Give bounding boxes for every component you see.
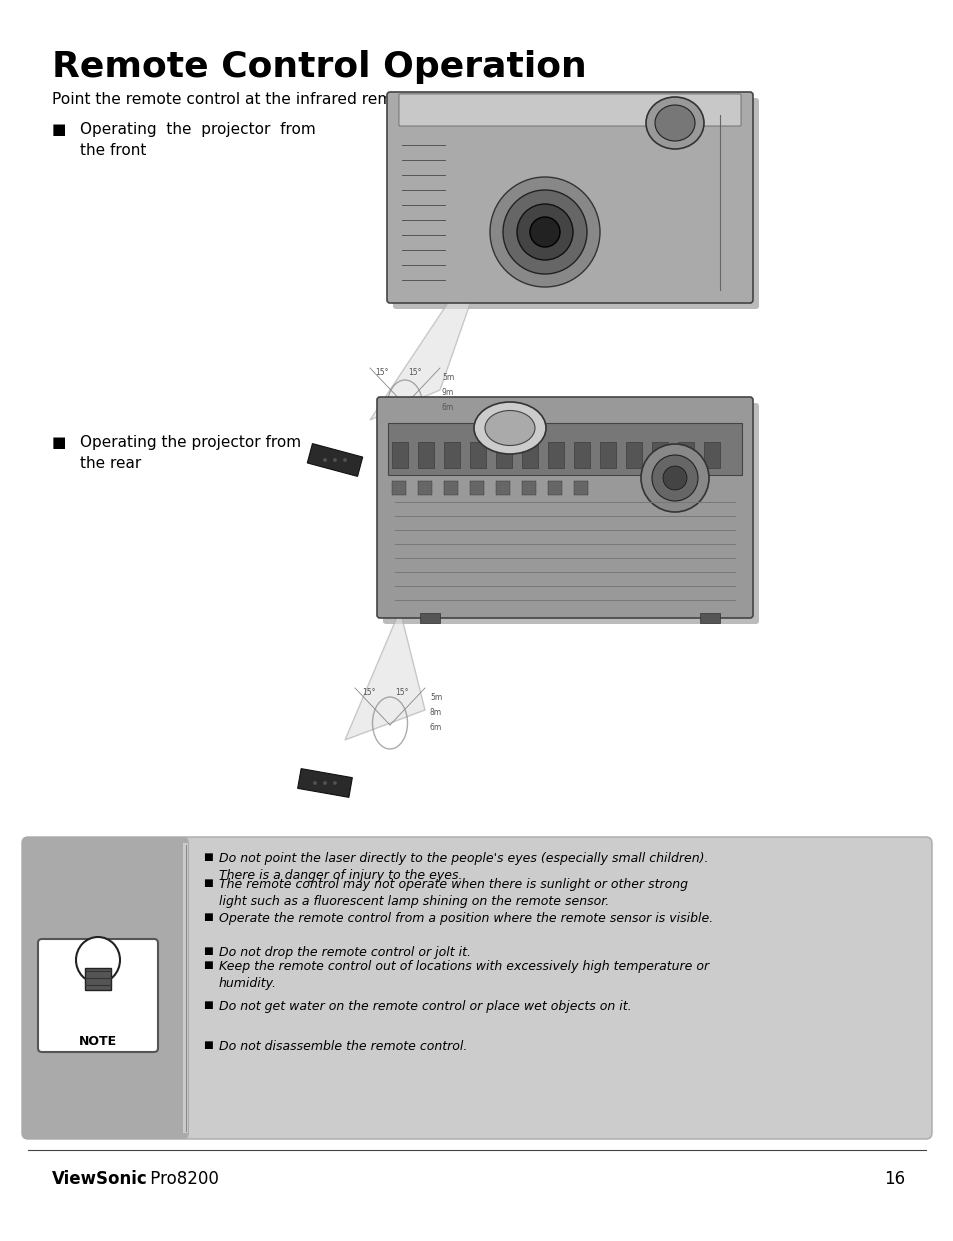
Text: ■: ■ bbox=[203, 912, 213, 922]
Text: ViewSonic: ViewSonic bbox=[52, 1170, 148, 1188]
Bar bbox=[496, 442, 512, 468]
Bar bbox=[443, 442, 459, 468]
Bar bbox=[703, 442, 720, 468]
Ellipse shape bbox=[333, 781, 336, 786]
FancyBboxPatch shape bbox=[22, 836, 931, 1139]
Ellipse shape bbox=[490, 177, 599, 287]
FancyBboxPatch shape bbox=[382, 403, 759, 624]
Bar bbox=[521, 442, 537, 468]
Text: ■: ■ bbox=[203, 946, 213, 956]
Ellipse shape bbox=[323, 458, 327, 462]
Bar bbox=[574, 442, 589, 468]
FancyBboxPatch shape bbox=[398, 94, 740, 127]
Text: Do not get water on the remote control or place wet objects on it.: Do not get water on the remote control o… bbox=[219, 1000, 631, 1013]
Text: NOTE: NOTE bbox=[79, 1035, 117, 1047]
Bar bbox=[599, 442, 616, 468]
Bar bbox=[651, 442, 667, 468]
Bar bbox=[183, 843, 188, 1133]
Bar bbox=[574, 482, 587, 495]
Text: ■: ■ bbox=[203, 853, 213, 862]
Text: 6m: 6m bbox=[430, 724, 442, 732]
Text: 8m: 8m bbox=[430, 709, 441, 717]
Text: Do not drop the remote control or jolt it.: Do not drop the remote control or jolt i… bbox=[219, 946, 471, 959]
Text: Operating  the  projector  from
the front: Operating the projector from the front bbox=[80, 122, 315, 158]
Ellipse shape bbox=[323, 781, 327, 786]
Text: Operate the remote control from a position where the remote sensor is visible.: Operate the remote control from a positi… bbox=[219, 912, 713, 925]
Text: Keep the remote control out of locations with excessively high temperature or
hu: Keep the remote control out of locations… bbox=[219, 961, 708, 989]
Text: Do not disassemble the remote control.: Do not disassemble the remote control. bbox=[219, 1040, 467, 1054]
Ellipse shape bbox=[655, 105, 695, 141]
Ellipse shape bbox=[662, 467, 686, 490]
Text: The remote control may not operate when there is sunlight or other strong
light : The remote control may not operate when … bbox=[219, 877, 687, 907]
Text: 16: 16 bbox=[882, 1170, 904, 1188]
Ellipse shape bbox=[313, 781, 316, 786]
FancyBboxPatch shape bbox=[387, 92, 752, 303]
Text: Operating the projector from
the rear: Operating the projector from the rear bbox=[80, 436, 301, 472]
Text: 5m: 5m bbox=[430, 692, 442, 702]
Text: ■: ■ bbox=[203, 1040, 213, 1050]
Bar bbox=[496, 482, 510, 495]
FancyBboxPatch shape bbox=[376, 397, 752, 618]
Text: ■: ■ bbox=[203, 877, 213, 889]
Bar bbox=[547, 482, 561, 495]
Bar bbox=[419, 613, 439, 623]
Text: 5m: 5m bbox=[441, 374, 454, 382]
Bar bbox=[388, 423, 741, 475]
Bar bbox=[625, 442, 641, 468]
Polygon shape bbox=[297, 768, 352, 798]
Text: ■: ■ bbox=[203, 1000, 213, 1010]
Bar bbox=[547, 442, 563, 468]
Bar bbox=[521, 482, 536, 495]
Text: 15°: 15° bbox=[395, 688, 408, 697]
Polygon shape bbox=[307, 443, 362, 477]
Text: Do not point the laser directly to the people's eyes (especially small children): Do not point the laser directly to the p… bbox=[219, 853, 708, 881]
Text: 6m: 6m bbox=[441, 403, 454, 412]
Ellipse shape bbox=[645, 97, 703, 149]
Ellipse shape bbox=[502, 190, 586, 274]
Ellipse shape bbox=[530, 217, 559, 247]
Polygon shape bbox=[345, 611, 424, 740]
Text: ■: ■ bbox=[203, 961, 213, 970]
Bar bbox=[392, 442, 408, 468]
Ellipse shape bbox=[651, 455, 698, 501]
Ellipse shape bbox=[76, 937, 120, 983]
Text: ■: ■ bbox=[52, 122, 67, 137]
Ellipse shape bbox=[484, 411, 535, 446]
Text: 15°: 15° bbox=[408, 369, 421, 377]
Bar bbox=[678, 442, 693, 468]
Ellipse shape bbox=[333, 458, 336, 462]
Bar bbox=[417, 482, 432, 495]
Ellipse shape bbox=[517, 204, 573, 261]
Bar bbox=[417, 442, 434, 468]
Text: Remote Control Operation: Remote Control Operation bbox=[52, 50, 586, 84]
Ellipse shape bbox=[343, 458, 347, 462]
Ellipse shape bbox=[474, 402, 545, 454]
Text: 15°: 15° bbox=[361, 688, 375, 697]
Bar bbox=[470, 482, 483, 495]
FancyBboxPatch shape bbox=[22, 836, 189, 1139]
Text: 15°: 15° bbox=[375, 369, 388, 377]
Bar bbox=[470, 442, 485, 468]
Bar bbox=[443, 482, 457, 495]
Bar bbox=[85, 968, 111, 990]
Text: Pro8200: Pro8200 bbox=[145, 1170, 218, 1188]
Bar bbox=[700, 613, 720, 623]
Bar bbox=[392, 482, 406, 495]
Text: 9m: 9m bbox=[441, 388, 454, 397]
Text: Point the remote control at the infrared remote sensor and press a button.: Point the remote control at the infrared… bbox=[52, 92, 629, 107]
FancyBboxPatch shape bbox=[38, 939, 158, 1052]
Ellipse shape bbox=[640, 444, 708, 513]
Text: ■: ■ bbox=[52, 436, 67, 450]
FancyBboxPatch shape bbox=[393, 98, 759, 309]
Polygon shape bbox=[370, 232, 495, 419]
